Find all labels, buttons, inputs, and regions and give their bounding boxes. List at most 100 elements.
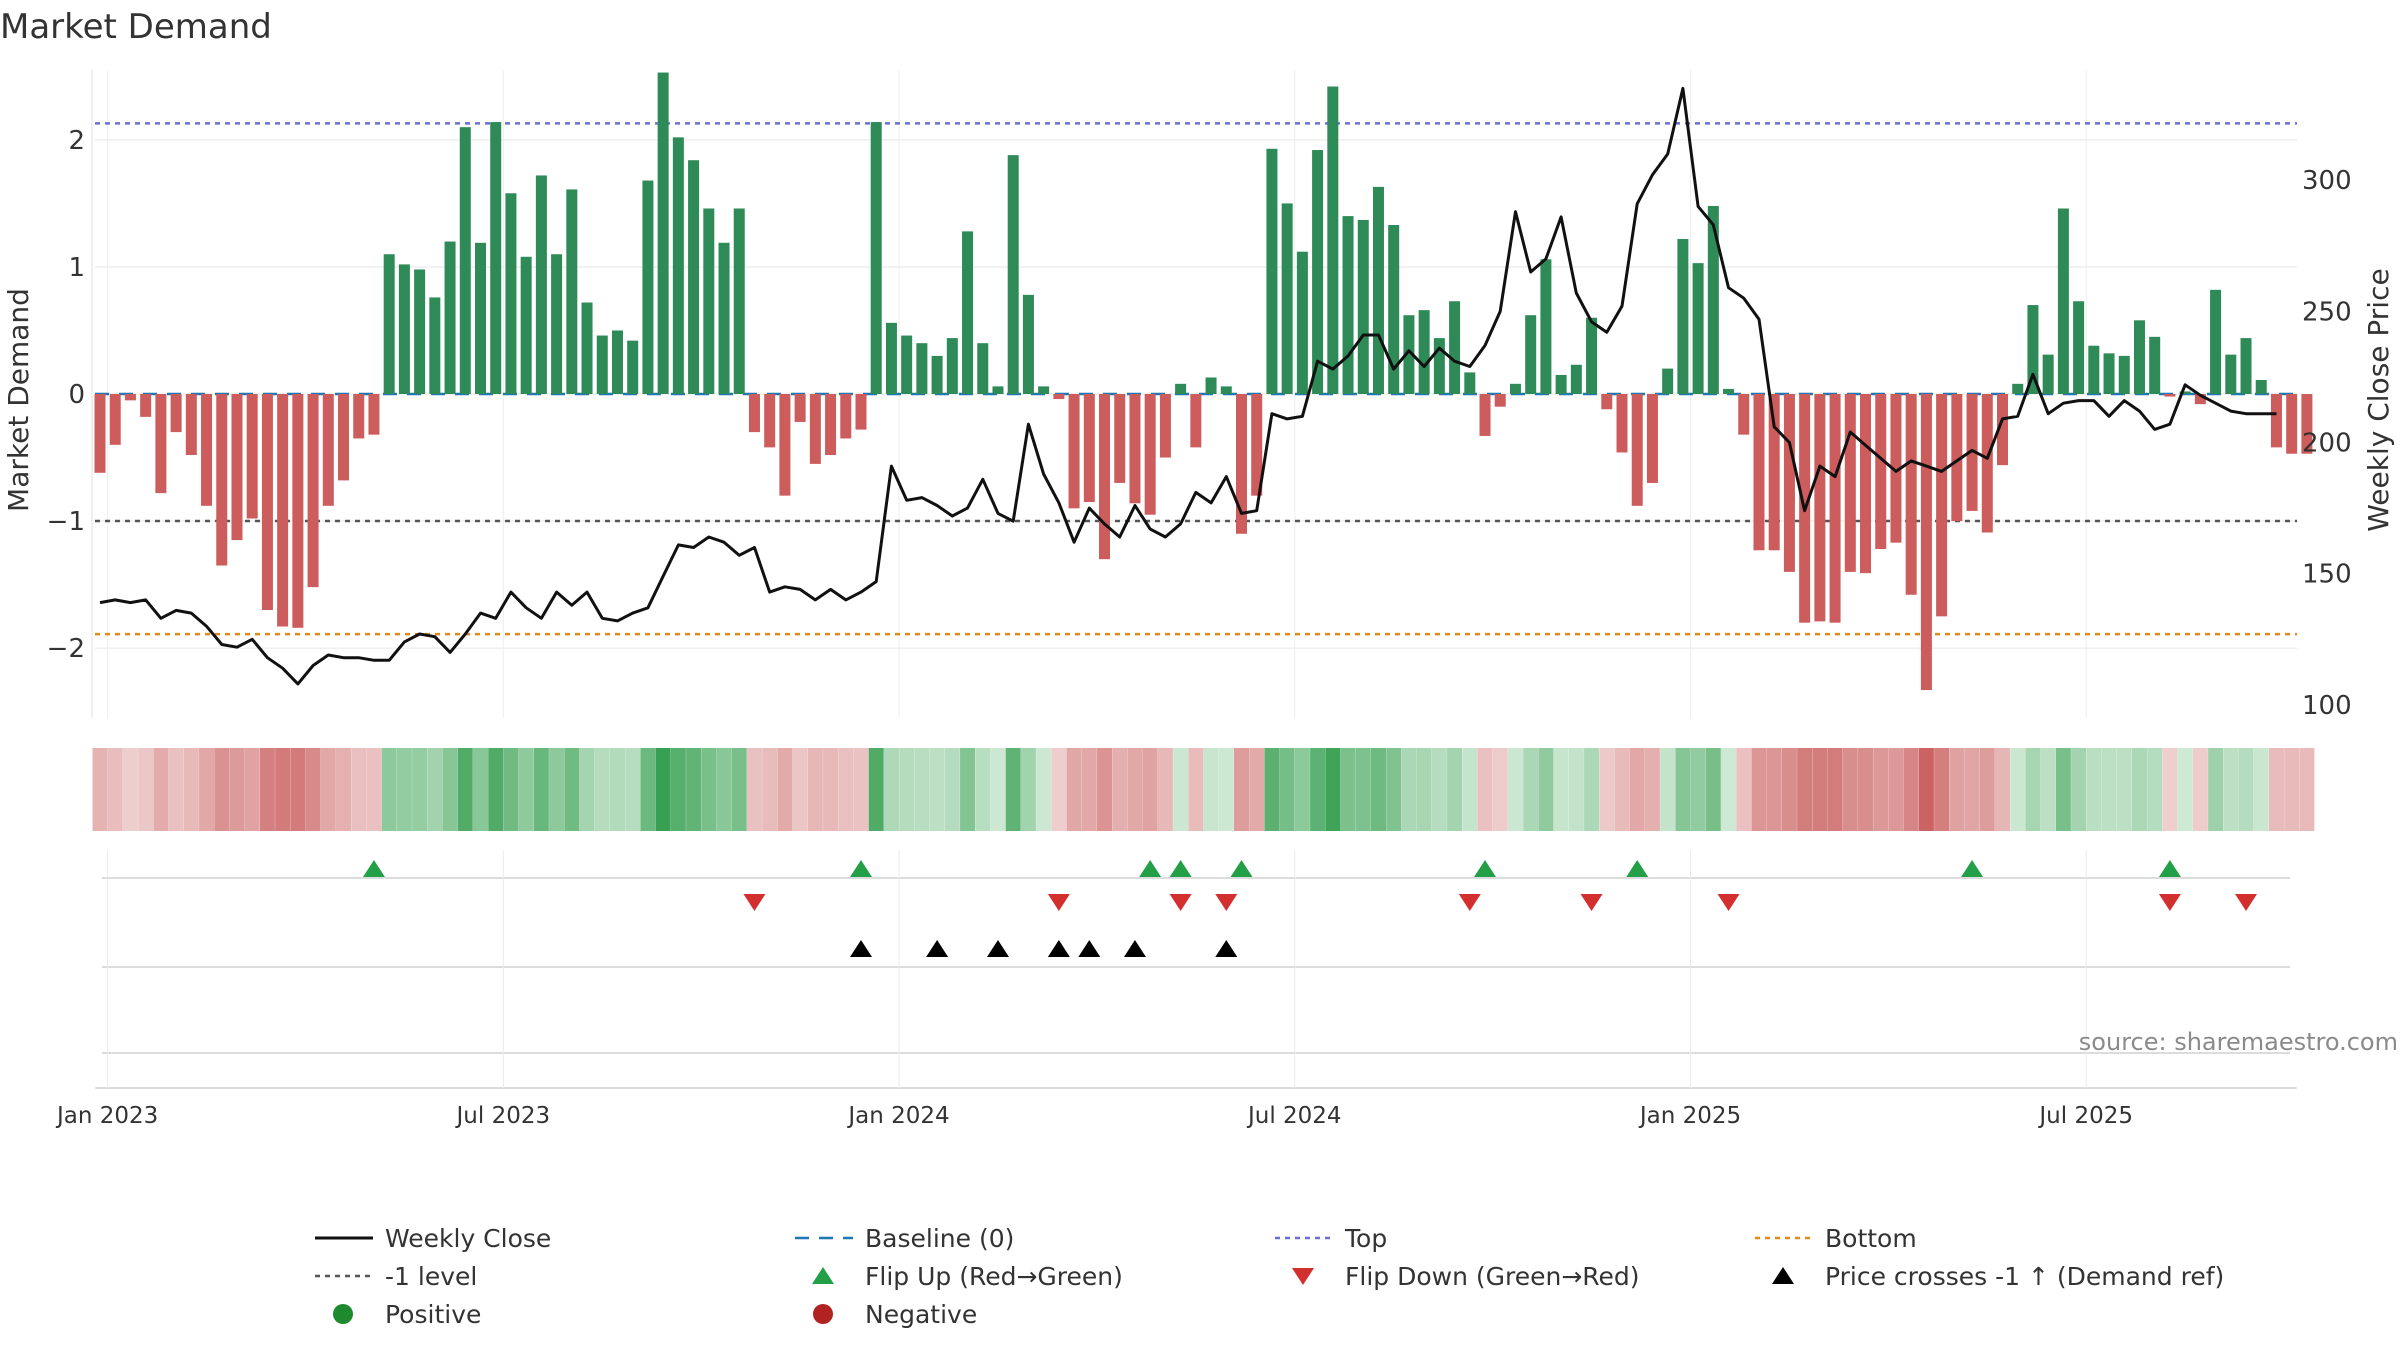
x-tick-label: Jan 2024 bbox=[846, 1103, 949, 1129]
heat-cell bbox=[1310, 748, 1326, 831]
demand-bar bbox=[764, 394, 776, 448]
demand-bar bbox=[825, 394, 837, 455]
heat-cell bbox=[1020, 748, 1036, 831]
demand-bar bbox=[703, 208, 715, 394]
heat-cell bbox=[199, 748, 215, 831]
heat-cell bbox=[1142, 748, 1158, 831]
heat-cell bbox=[290, 748, 306, 831]
heat-cell bbox=[2131, 748, 2147, 831]
demand-bar bbox=[2270, 394, 2282, 448]
heat-cell bbox=[777, 748, 793, 831]
demand-bar bbox=[809, 394, 821, 464]
demand-bar bbox=[353, 394, 365, 439]
heat-cell bbox=[2238, 748, 2254, 831]
heat-cell bbox=[762, 748, 778, 831]
demand-bar bbox=[307, 394, 319, 588]
heat-cell bbox=[960, 748, 976, 831]
heat-cell bbox=[1355, 748, 1371, 831]
y-tick-label: 1 bbox=[68, 253, 85, 283]
heat-cell bbox=[2162, 748, 2178, 831]
legend-label: Price crosses -1 ↑ (Demand ref) bbox=[1825, 1262, 2224, 1291]
y-tick-label: 0 bbox=[68, 380, 85, 410]
legend-item: Bottom bbox=[1755, 1224, 1917, 1253]
demand-bar bbox=[1479, 394, 1491, 436]
demand-bar bbox=[779, 394, 791, 496]
demand-bar bbox=[962, 231, 974, 394]
legend: Weekly Close Baseline (0) Top Bottom -1 leve… bbox=[315, 1224, 2224, 1329]
heat-cell bbox=[366, 748, 382, 831]
demand-bar bbox=[185, 394, 197, 455]
flip-up-marker bbox=[2158, 860, 2181, 877]
heat-cell bbox=[1995, 748, 2010, 831]
demand-bar bbox=[1083, 394, 1095, 502]
heat-cell bbox=[1736, 748, 1752, 831]
heat-cell bbox=[746, 748, 762, 831]
demand-bar bbox=[1266, 148, 1278, 394]
heat-cell bbox=[2192, 748, 2208, 831]
heat-cell bbox=[183, 748, 199, 831]
demand-bar bbox=[977, 343, 989, 394]
demand-bar bbox=[581, 302, 593, 394]
heat-cell bbox=[2071, 748, 2087, 831]
demand-bar bbox=[1768, 394, 1780, 551]
heat-cell bbox=[427, 748, 443, 831]
demand-bar bbox=[1860, 394, 1872, 574]
heat-cell bbox=[473, 748, 488, 831]
demand-bar bbox=[1646, 394, 1658, 483]
demand-bar bbox=[672, 137, 684, 394]
demand-bar bbox=[1038, 386, 1050, 394]
demand-bar bbox=[657, 72, 669, 395]
heat-cell bbox=[320, 748, 336, 831]
demand-bar bbox=[748, 394, 760, 433]
heat-cell bbox=[1766, 748, 1782, 831]
demand-bar bbox=[1753, 394, 1765, 551]
demand-bar bbox=[931, 355, 943, 394]
heat-cell bbox=[1203, 748, 1219, 831]
legend-item: Flip Down (Green→Red) bbox=[1292, 1262, 1640, 1291]
heat-cell bbox=[655, 748, 671, 831]
heat-cell bbox=[1036, 748, 1052, 831]
price-cross-marker bbox=[1078, 940, 1101, 957]
demand-bar bbox=[1296, 251, 1308, 394]
demand-bar bbox=[459, 127, 471, 395]
price-cross-marker bbox=[986, 940, 1009, 957]
demand-bar bbox=[94, 394, 106, 473]
y2-tick-label: 250 bbox=[2302, 297, 2352, 327]
demand-bar bbox=[1997, 394, 2008, 466]
heat-cell bbox=[2010, 748, 2026, 831]
demand-bar bbox=[140, 394, 152, 417]
heat-cell bbox=[2116, 748, 2132, 831]
demand-bar bbox=[1555, 374, 1567, 394]
legend-label: Negative bbox=[865, 1300, 977, 1329]
heat-cell bbox=[1386, 748, 1402, 831]
demand-bar bbox=[1388, 225, 1400, 394]
demand-bar bbox=[718, 242, 730, 394]
heat-cell bbox=[1431, 748, 1447, 831]
demand-bar bbox=[2179, 391, 2191, 394]
demand-bar bbox=[1372, 186, 1384, 394]
heat-cell bbox=[1675, 748, 1691, 831]
demand-bar bbox=[231, 394, 243, 541]
heat-cell bbox=[1005, 748, 1021, 831]
heat-cell bbox=[990, 748, 1006, 831]
demand-bar bbox=[124, 394, 136, 401]
heat-cell bbox=[1401, 748, 1417, 831]
y-tick-label: 2 bbox=[68, 126, 85, 156]
flip-down-marker bbox=[1169, 894, 1192, 911]
demand-bar bbox=[1616, 394, 1628, 453]
heat-cell bbox=[1173, 748, 1189, 831]
demand-bar bbox=[155, 394, 167, 494]
heat-cell bbox=[214, 748, 230, 831]
heat-cell bbox=[1507, 748, 1523, 831]
heat-cell bbox=[2025, 748, 2041, 831]
legend-item: Price crosses -1 ↑ (Demand ref) bbox=[1772, 1262, 2224, 1291]
demand-bar bbox=[1464, 372, 1476, 394]
y2-tick-label: 300 bbox=[2302, 166, 2352, 196]
demand-bar bbox=[2133, 320, 2145, 394]
demand-bar bbox=[170, 394, 182, 433]
heat-cell bbox=[1751, 748, 1767, 831]
heat-cell bbox=[1066, 748, 1082, 831]
demand-bar bbox=[261, 394, 273, 610]
flip-up-marker bbox=[1139, 860, 1162, 877]
heat-cell bbox=[1599, 748, 1615, 831]
